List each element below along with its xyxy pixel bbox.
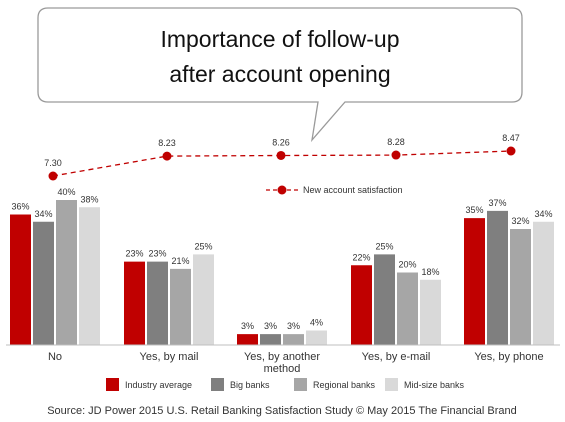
bar-value-label: 22% xyxy=(352,252,370,262)
satisfaction-value-label: 8.47 xyxy=(502,133,520,143)
bars-layer: 36% 23% 3% 22% 35% 34% 23% 3% 25% 37% 40% 21% 3% 20% 3… xyxy=(10,187,554,345)
bar-value-label: 34% xyxy=(34,209,52,219)
bar-value-label: 3% xyxy=(287,321,300,331)
bar-mid-size-banks-0 xyxy=(79,207,100,345)
bar-big-banks-2 xyxy=(260,334,281,345)
bar-industry-average-1 xyxy=(124,261,145,345)
category-label: Yes, by phone xyxy=(474,351,543,363)
category-label: Yes, by another xyxy=(244,351,320,363)
bar-big-banks-4 xyxy=(487,210,508,345)
title-bubble xyxy=(37,7,523,143)
satisfaction-value-label: 8.28 xyxy=(387,137,405,147)
category-label: Yes, by mail xyxy=(140,351,199,363)
bar-value-label: 37% xyxy=(488,198,506,208)
satisfaction-value-label: 8.23 xyxy=(158,138,176,148)
bar-value-label: 25% xyxy=(194,241,212,251)
bar-value-label: 32% xyxy=(511,216,529,226)
satisfaction-point xyxy=(48,171,58,181)
bar-value-label: 20% xyxy=(398,260,416,270)
bar-regional-banks-4 xyxy=(510,229,531,345)
bar-value-label: 3% xyxy=(241,321,254,331)
source-note: Source: JD Power 2015 U.S. Retail Bankin… xyxy=(47,405,517,417)
bar-legend: Industry average Big banks Regional banks M… xyxy=(106,378,465,391)
satisfaction-point xyxy=(276,150,286,160)
chart-title-line-2: after account opening xyxy=(169,61,390,87)
bar-industry-average-2 xyxy=(237,334,258,345)
bar-regional-banks-3 xyxy=(397,272,418,345)
bar-big-banks-0 xyxy=(33,221,54,345)
bar-value-label: 23% xyxy=(148,249,166,259)
bar-regional-banks-0 xyxy=(56,200,77,345)
bar-value-label: 18% xyxy=(421,267,439,277)
satisfaction-line-layer: 7.30 8.23 8.26 8.28 8.47 xyxy=(44,133,520,181)
legend-label-regional-banks: Regional banks xyxy=(313,380,376,390)
bar-big-banks-1 xyxy=(147,261,168,345)
bar-mid-size-banks-2 xyxy=(306,330,327,345)
bar-value-label: 21% xyxy=(171,256,189,266)
bar-mid-size-banks-4 xyxy=(533,221,554,345)
bar-regional-banks-1 xyxy=(170,268,191,345)
legend-swatch-mid-size-banks xyxy=(385,378,398,391)
line-legend-label: New account satisfaction xyxy=(303,185,403,195)
chart-title-line-1: Importance of follow-up xyxy=(160,26,399,52)
bar-value-label: 34% xyxy=(534,209,552,219)
bar-mid-size-banks-1 xyxy=(193,254,214,345)
bar-value-label: 23% xyxy=(125,249,143,259)
legend-swatch-big-banks xyxy=(211,378,224,391)
line-legend: New account satisfaction xyxy=(266,185,403,195)
legend-swatch-industry-average xyxy=(106,378,119,391)
bar-mid-size-banks-3 xyxy=(420,279,441,345)
legend-label-industry-average: Industry average xyxy=(125,380,192,390)
bar-value-label: 35% xyxy=(465,205,483,215)
bar-big-banks-3 xyxy=(374,254,395,345)
category-label: method xyxy=(264,363,301,375)
satisfaction-point xyxy=(391,150,401,160)
bar-industry-average-0 xyxy=(10,214,31,345)
satisfaction-point xyxy=(506,146,516,156)
satisfaction-value-label: 8.26 xyxy=(272,137,290,147)
bar-regional-banks-2 xyxy=(283,334,304,345)
category-label: No xyxy=(48,351,62,363)
bar-value-label: 36% xyxy=(11,202,29,212)
legend-swatch-regional-banks xyxy=(294,378,307,391)
bar-value-label: 40% xyxy=(57,187,75,197)
bar-industry-average-4 xyxy=(464,218,485,345)
bar-value-label: 38% xyxy=(80,194,98,204)
legend-label-mid-size-banks: Mid-size banks xyxy=(404,380,465,390)
bar-value-label: 25% xyxy=(375,241,393,251)
bar-value-label: 3% xyxy=(264,321,277,331)
satisfaction-value-label: 7.30 xyxy=(44,158,62,168)
bar-industry-average-3 xyxy=(351,265,372,345)
line-legend-swatch-dot xyxy=(277,185,287,195)
category-label: Yes, by e-mail xyxy=(362,351,431,363)
satisfaction-point xyxy=(162,151,172,161)
legend-label-big-banks: Big banks xyxy=(230,380,270,390)
bar-value-label: 4% xyxy=(310,318,323,328)
